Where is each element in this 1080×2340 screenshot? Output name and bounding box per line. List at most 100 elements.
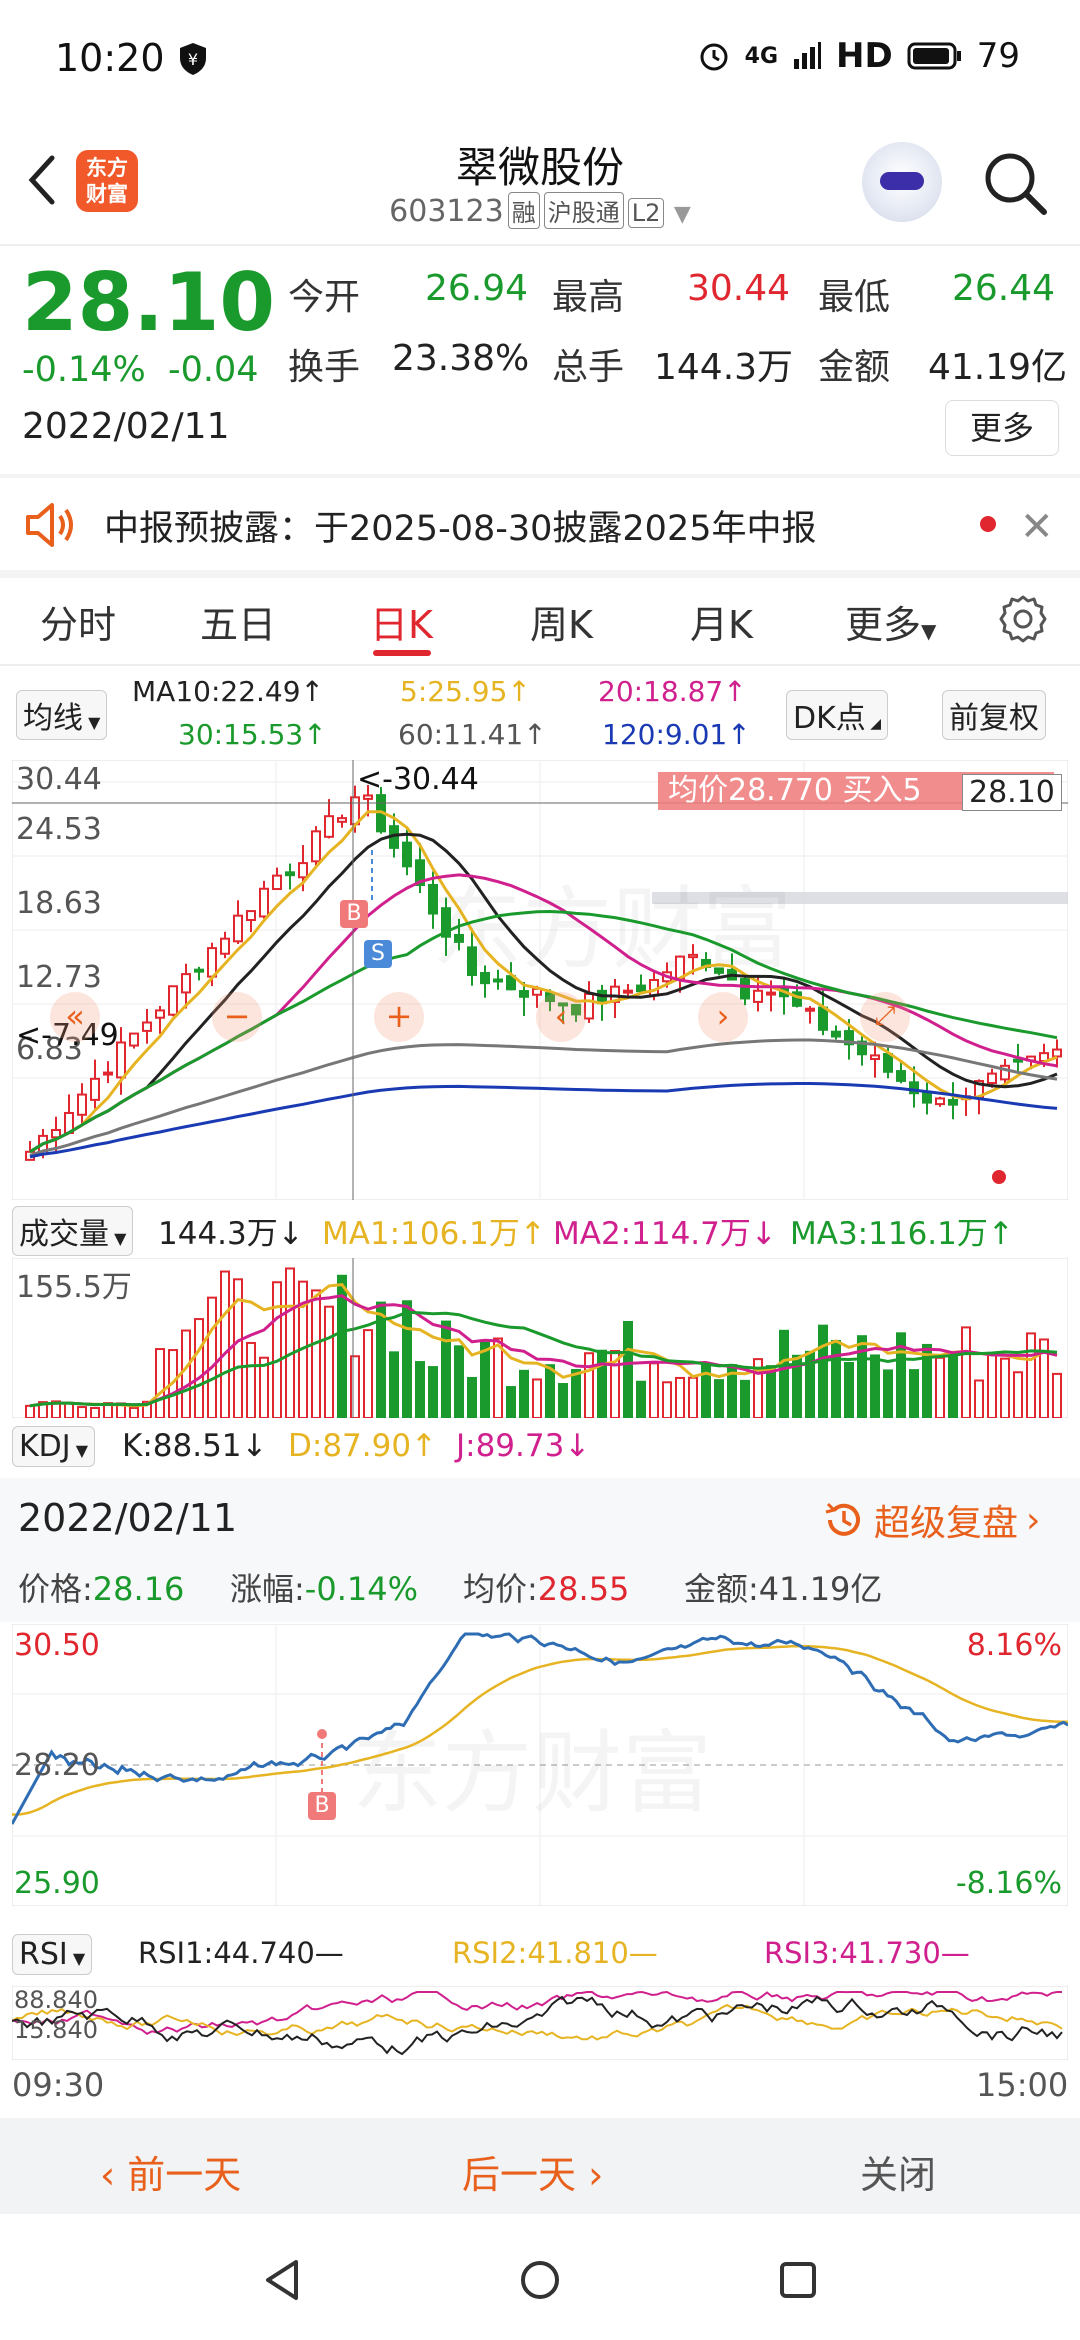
kline-candle-body: [519, 990, 529, 998]
dk-point-button[interactable]: DK点 ◢: [786, 690, 888, 740]
status-time: 10:20: [55, 36, 165, 80]
kline-candle-body: [935, 1097, 945, 1106]
stock-name: 翠微股份: [455, 143, 624, 192]
kline-candle-body: [870, 1054, 880, 1061]
kline-candle-body: [363, 794, 373, 800]
tab-weekly-k[interactable]: 周K: [530, 603, 593, 647]
kline-candle-body: [909, 1081, 919, 1095]
volume-bar: [454, 1345, 464, 1419]
zoom-out-icon[interactable]: −: [212, 992, 262, 1042]
volume-bar: [545, 1364, 555, 1419]
volume-bar: [740, 1379, 750, 1419]
volume-bar: [506, 1386, 516, 1420]
stat-amount-value: 41.19亿: [928, 347, 1068, 388]
change-percent: -0.14%: [22, 350, 146, 390]
kline-candle-body: [272, 874, 282, 891]
kline-ma-line: [29, 1082, 1058, 1159]
eastmoney-logo: 东方 财富: [76, 150, 138, 212]
volume-bar: [402, 1300, 412, 1419]
volume-bar: [961, 1326, 971, 1419]
kline-candle-body: [571, 1003, 581, 1016]
tab-intraday[interactable]: 分时: [40, 603, 117, 647]
history-clock-icon: [825, 1502, 860, 1536]
kline-candle-body: [1013, 1058, 1023, 1063]
search-icon[interactable]: [980, 148, 1050, 218]
gear-icon[interactable]: [998, 594, 1048, 644]
battery-icon: [907, 42, 961, 70]
volume-selector[interactable]: 成交量 ▼: [12, 1206, 134, 1256]
volume-bar: [324, 1305, 334, 1420]
ma10-value: MA10:22.49↑: [132, 675, 324, 708]
battery-level: 79: [976, 36, 1020, 76]
last-price: 28.10: [22, 256, 276, 349]
stat-open: 今开: [288, 277, 361, 318]
kdj-k: K:88.51↓: [122, 1428, 268, 1464]
low-marker: <-7.49: [16, 1018, 119, 1053]
stat-volume: 总手: [552, 347, 625, 388]
kline-candle-body: [259, 887, 269, 918]
tab-more[interactable]: 更多▼: [845, 603, 937, 647]
volume-ma-line: [29, 1283, 1058, 1408]
tab-daily-k[interactable]: 日K: [370, 603, 433, 647]
notice-text: 中报预披露：于2025-08-30披露2025年中报: [104, 509, 817, 549]
kdj-j: J:89.73↓: [456, 1428, 591, 1464]
next-day-button[interactable]: 后一天 ›: [462, 2153, 604, 2197]
notice-bar[interactable]: 中报预披露：于2025-08-30披露2025年中报 ✕: [0, 478, 1080, 570]
step-left-icon[interactable]: ‹: [536, 992, 586, 1042]
volume-bar: [246, 1341, 256, 1419]
day-navigation: ‹ 前一天 后一天 › 关闭: [0, 2118, 1080, 2214]
rsi-chart[interactable]: 88.840 15.840: [11, 1985, 1069, 2061]
volume-bar: [584, 1352, 594, 1419]
time-start: 09:30: [12, 2066, 105, 2104]
adjust-button[interactable]: 前复权: [942, 690, 1046, 740]
rsi-selector[interactable]: RSI ▼: [12, 1934, 93, 1975]
prev-day-button[interactable]: ‹ 前一天: [100, 2153, 242, 2197]
nav-back-icon[interactable]: [262, 2258, 302, 2302]
volume-bar: [194, 1318, 204, 1419]
back-arrow-icon[interactable]: [22, 150, 62, 210]
volume-bar: [935, 1356, 945, 1419]
day-detail-panel: 2022/02/11 超级复盘 › 价格:28.16 涨幅:-0.14% 均价:2…: [0, 1478, 1080, 2118]
detail-change: 涨幅:-0.14%: [230, 1570, 418, 1608]
volume-bar: [415, 1361, 425, 1419]
tab-five-day[interactable]: 五日: [200, 603, 277, 647]
ma30-value: 30:15.53↑: [178, 718, 327, 751]
rsi3-value: RSI3:41.730—: [764, 1936, 970, 1970]
volume-bar: [636, 1380, 646, 1420]
super-replay-link[interactable]: 超级复盘 ›: [822, 1494, 1040, 1546]
ma20-value: 20:18.87↑: [598, 675, 747, 708]
kline-ma-line: [29, 1038, 1058, 1157]
step-right-icon[interactable]: ›: [698, 992, 748, 1042]
volume-bar: [558, 1383, 568, 1420]
volume-bar: [519, 1369, 529, 1419]
ma-selector[interactable]: 均线 ▼: [16, 690, 108, 740]
volume-bar: [688, 1376, 698, 1419]
kdj-selector[interactable]: KDJ ▼: [12, 1426, 96, 1467]
fast-back-icon[interactable]: «: [50, 992, 100, 1042]
kline-candle-body: [129, 1032, 139, 1047]
volume-bar: [766, 1365, 776, 1419]
nav-recents-icon[interactable]: [778, 2260, 818, 2300]
volume-bar: [1013, 1371, 1023, 1420]
fullscreen-icon[interactable]: ⤢: [860, 992, 910, 1042]
assistant-robot-icon[interactable]: [862, 142, 942, 222]
stat-low-value: 26.44: [952, 268, 1056, 309]
volume-bar: [649, 1362, 659, 1420]
more-stats-button[interactable]: 更多: [945, 400, 1059, 456]
volume-bar: [675, 1376, 685, 1419]
volume-chart[interactable]: 155.5万: [11, 1257, 1069, 1420]
close-button[interactable]: 关闭: [860, 2153, 937, 2197]
zoom-in-icon[interactable]: +: [374, 992, 424, 1042]
detail-date: 2022/02/11: [18, 1496, 238, 1540]
close-icon[interactable]: ✕: [1020, 504, 1054, 550]
intraday-y-mid: 28.20: [14, 1748, 100, 1783]
stock-code-line[interactable]: 603123 融沪股通 L2 ▼: [0, 192, 1080, 229]
volume-y-label: 155.5万: [16, 1270, 132, 1305]
intraday-pct-bottom: -8.16%: [955, 1866, 1062, 1901]
caret-down-icon: ▼: [673, 202, 691, 227]
tab-monthly-k[interactable]: 月K: [690, 603, 753, 647]
nav-home-icon[interactable]: [518, 2258, 562, 2302]
